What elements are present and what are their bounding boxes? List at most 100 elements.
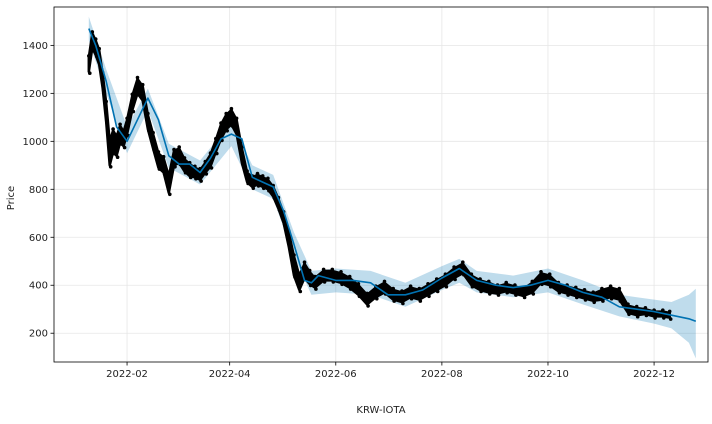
- observed-point: [136, 93, 141, 97]
- y-axis-title: Price: [6, 186, 17, 210]
- observed-point: [514, 293, 518, 297]
- y-tick-label: 400: [29, 281, 48, 292]
- observed-point: [634, 304, 639, 309]
- observed-point: [125, 116, 129, 121]
- observed-point: [356, 282, 361, 286]
- observed-point: [204, 172, 209, 176]
- observed-point: [382, 279, 387, 284]
- x-tick-label: 2022-06: [315, 369, 357, 380]
- observed-point: [365, 291, 369, 296]
- observed-point: [391, 286, 396, 291]
- observed-point: [245, 169, 249, 173]
- observed-point: [157, 167, 162, 171]
- observed-point: [108, 165, 113, 169]
- x-tick-label: 2022-12: [633, 369, 675, 380]
- observed-point: [199, 179, 203, 183]
- observed-point: [635, 314, 640, 319]
- observed-point: [288, 246, 292, 251]
- observed-point: [266, 176, 270, 181]
- observed-point: [241, 162, 245, 167]
- observed-point: [330, 267, 335, 272]
- observed-point: [339, 270, 343, 274]
- observed-point: [111, 127, 115, 131]
- observed-point: [97, 46, 101, 51]
- observed-point: [272, 196, 277, 200]
- observed-point: [172, 147, 176, 152]
- observed-point: [215, 151, 219, 156]
- observed-point: [151, 130, 155, 135]
- observed-point: [225, 129, 229, 133]
- observed-point: [314, 287, 318, 291]
- observed-point: [183, 170, 188, 175]
- observed-point: [488, 292, 492, 296]
- observed-point: [592, 300, 596, 305]
- observed-point: [601, 299, 605, 303]
- observed-point: [251, 186, 256, 191]
- observed-point: [105, 121, 109, 126]
- observed-point: [121, 128, 126, 133]
- observed-point: [462, 272, 466, 277]
- observed-point: [618, 299, 623, 303]
- x-tick-label: 2022-08: [421, 369, 463, 380]
- observed-point: [240, 145, 244, 149]
- observed-point: [167, 172, 171, 177]
- observed-point: [582, 288, 587, 292]
- observed-point: [600, 286, 604, 291]
- observed-point: [256, 184, 261, 188]
- observed-point: [188, 175, 193, 180]
- observed-point: [540, 282, 544, 287]
- observed-point: [331, 280, 336, 284]
- observed-point: [118, 122, 122, 127]
- x-tick-label: 2022-04: [209, 369, 251, 380]
- x-axis: 2022-02 2022-04 2022-06 2022-08 2022-10 2022-…: [106, 362, 675, 380]
- observed-point: [583, 298, 588, 302]
- y-tick-label: 1000: [23, 137, 48, 148]
- observed-point: [282, 222, 287, 227]
- observed-point: [292, 253, 296, 257]
- observed-point: [478, 277, 482, 281]
- observed-point: [298, 289, 303, 294]
- observed-point: [297, 272, 302, 277]
- observed-point: [547, 272, 552, 277]
- y-tick-label: 800: [29, 185, 48, 196]
- observed-point: [260, 174, 265, 178]
- observed-point: [504, 280, 509, 285]
- observed-point: [302, 260, 307, 265]
- observed-point: [366, 304, 370, 308]
- observed-point: [609, 296, 614, 301]
- observed-point: [122, 145, 127, 150]
- observed-point: [308, 283, 313, 288]
- observed-point: [107, 138, 112, 142]
- observed-point: [203, 159, 208, 164]
- observed-point: [173, 165, 177, 169]
- observed-point: [340, 282, 344, 287]
- y-tick-label: 1400: [23, 41, 48, 52]
- observed-point: [219, 121, 223, 125]
- forecast-line: [88, 28, 697, 322]
- observed-point: [539, 270, 543, 274]
- observed-point: [119, 142, 123, 146]
- observed-point: [347, 274, 352, 279]
- observed-point: [662, 316, 666, 320]
- observed-point: [470, 284, 475, 289]
- observed-point: [617, 286, 622, 291]
- observed-point: [591, 290, 595, 295]
- observed-point: [409, 296, 414, 301]
- observed-point: [401, 301, 405, 306]
- observed-point: [505, 290, 510, 295]
- observed-point: [182, 156, 187, 160]
- observed-point: [400, 289, 404, 293]
- observed-point: [115, 155, 120, 159]
- x-tick-label: 2022-10: [527, 369, 569, 380]
- observed-point: [531, 292, 536, 296]
- observed-point: [261, 186, 266, 191]
- observed-point: [375, 296, 379, 301]
- observed-point: [161, 154, 166, 159]
- observed-point: [452, 265, 456, 269]
- observed-point: [667, 309, 672, 314]
- observed-point: [522, 295, 527, 300]
- observed-point: [348, 287, 353, 291]
- observed-point: [626, 302, 630, 307]
